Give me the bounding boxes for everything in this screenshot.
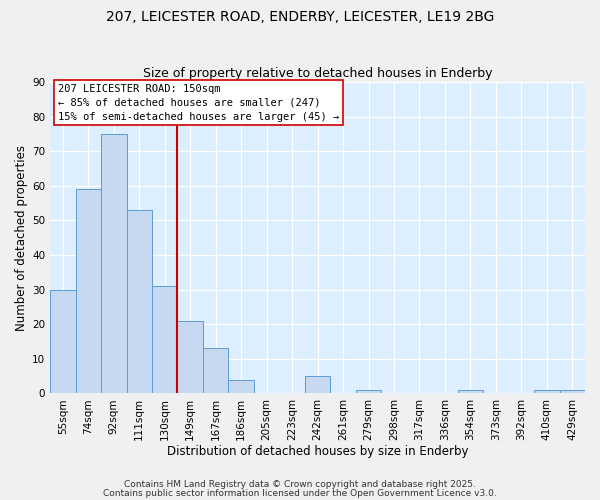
Bar [305,376,331,394]
Text: 207 LEICESTER ROAD: 150sqm
← 85% of detached houses are smaller (247)
15% of sem: 207 LEICESTER ROAD: 150sqm ← 85% of deta… [58,84,339,122]
Title: Size of property relative to detached houses in Enderby: Size of property relative to detached ho… [143,66,493,80]
Bar [152,286,178,394]
Text: Contains HM Land Registry data © Crown copyright and database right 2025.: Contains HM Land Registry data © Crown c… [124,480,476,489]
Bar [101,134,127,394]
Bar [534,390,560,394]
Y-axis label: Number of detached properties: Number of detached properties [15,144,28,330]
Bar [178,320,203,394]
Bar [229,380,254,394]
Text: 207, LEICESTER ROAD, ENDERBY, LEICESTER, LE19 2BG: 207, LEICESTER ROAD, ENDERBY, LEICESTER,… [106,10,494,24]
X-axis label: Distribution of detached houses by size in Enderby: Distribution of detached houses by size … [167,444,469,458]
Bar [203,348,229,394]
Bar [356,390,381,394]
Bar [76,190,101,394]
Bar [560,390,585,394]
Bar [458,390,483,394]
Bar [127,210,152,394]
Bar [50,290,76,394]
Text: Contains public sector information licensed under the Open Government Licence v3: Contains public sector information licen… [103,490,497,498]
